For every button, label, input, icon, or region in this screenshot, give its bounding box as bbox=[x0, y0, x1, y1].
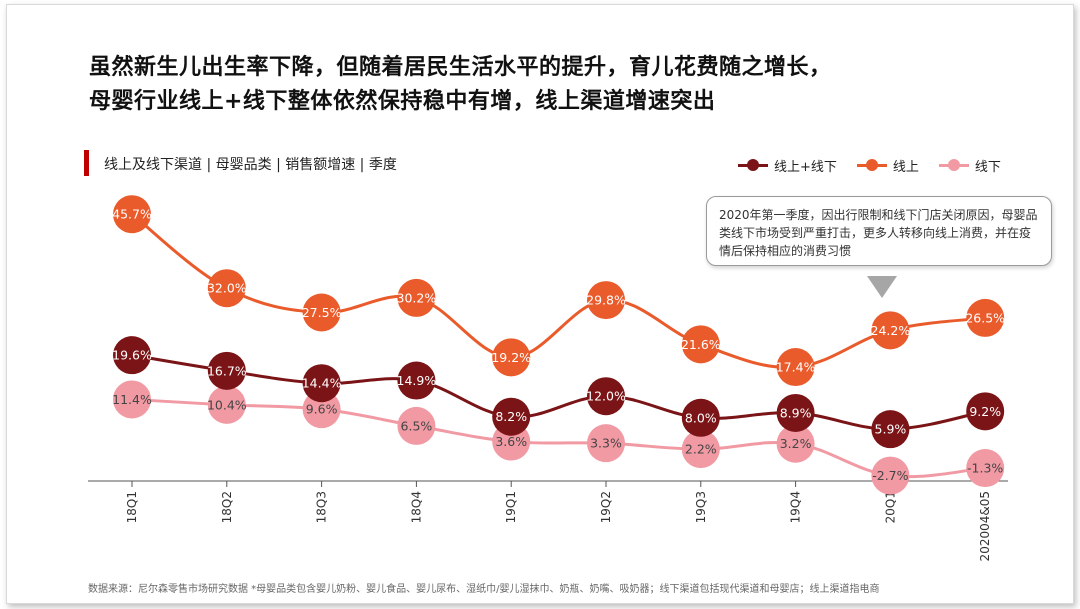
data-point-online bbox=[207, 269, 246, 308]
chart-legend: 线上+线下 线上 线下 bbox=[738, 156, 1001, 175]
data-label-total: 14.4% bbox=[302, 376, 342, 391]
data-point-total bbox=[871, 410, 910, 449]
data-label-total: 14.9% bbox=[397, 373, 437, 388]
data-point-online bbox=[966, 298, 1005, 337]
x-tick-label: 19Q1 bbox=[504, 491, 518, 523]
x-tick-label: 20Q1 bbox=[883, 491, 897, 523]
series-line-offline bbox=[131, 397, 986, 479]
data-label-online: 26.5% bbox=[965, 310, 1005, 325]
x-tick-label: 19Q2 bbox=[599, 491, 613, 523]
headline-line-2: 母婴行业线上+线下整体依然保持稳中有增，线上渠道增速突出 bbox=[89, 89, 716, 114]
section-accent-bar bbox=[84, 150, 89, 176]
data-point-total bbox=[776, 393, 815, 432]
data-label-total: 5.9% bbox=[875, 422, 907, 437]
legend-item-online: 线上 bbox=[856, 156, 919, 175]
data-label-online: 19.2% bbox=[491, 350, 531, 365]
data-label-offline: -2.7% bbox=[872, 468, 908, 483]
data-point-offline bbox=[587, 424, 625, 463]
data-label-total: 8.9% bbox=[780, 405, 812, 420]
legend-label-online: 线上 bbox=[892, 159, 919, 175]
data-label-offline: 11.4% bbox=[112, 392, 152, 407]
data-point-total bbox=[113, 336, 151, 375]
data-label-offline: 10.4% bbox=[207, 397, 247, 412]
data-point-offline bbox=[113, 380, 151, 419]
data-label-online: 30.2% bbox=[397, 290, 437, 305]
data-label-online: 27.5% bbox=[302, 305, 342, 320]
data-label-offline: -1.3% bbox=[967, 461, 1003, 476]
legend-swatch-online bbox=[856, 159, 887, 171]
data-point-online bbox=[871, 311, 910, 350]
data-label-online: 29.8% bbox=[586, 293, 626, 308]
x-tick-label: 19Q4 bbox=[789, 491, 803, 523]
x-tick-label: 18Q4 bbox=[409, 491, 423, 523]
data-point-total bbox=[207, 351, 246, 390]
data-point-offline bbox=[207, 385, 246, 424]
data-label-offline: 3.2% bbox=[780, 436, 812, 451]
data-point-online bbox=[776, 348, 815, 387]
data-point-total bbox=[966, 392, 1005, 431]
data-label-online: 21.6% bbox=[681, 337, 721, 352]
slide: 虽然新生儿出生率下降，但随着居民生活水平的提升，育儿花费随之增长， 母婴行业线上… bbox=[6, 4, 1074, 604]
footnote: 数据来源：尼尔森零售市场研究数据 *母婴品类包含婴儿奶粉、婴儿食品、婴儿尿布、湿… bbox=[88, 584, 880, 595]
data-label-total: 19.6% bbox=[112, 348, 152, 363]
legend-swatch-offline bbox=[938, 159, 969, 171]
data-label-offline: 3.6% bbox=[495, 434, 527, 449]
section-label: 线上及线下渠道 | 母婴品类 | 销售额增速 | 季度 bbox=[104, 157, 397, 173]
data-label-total: 9.2% bbox=[969, 404, 1001, 419]
data-label-total: 8.2% bbox=[495, 409, 527, 424]
annotation-callout: 2020年第一季度，因出行限制和线下门店关闭原因，母婴品类线下市场受到严重打击，… bbox=[706, 196, 1052, 266]
headline: 虽然新生儿出生率下降，但随着居民生活水平的提升，育儿花费随之增长， 母婴行业线上… bbox=[89, 51, 1069, 119]
data-label-total: 12.0% bbox=[586, 389, 626, 404]
data-label-offline: 2.2% bbox=[685, 442, 717, 457]
legend-item-offline: 线下 bbox=[938, 156, 1001, 175]
legend-dot-total bbox=[747, 159, 759, 171]
data-point-online bbox=[681, 325, 720, 364]
data-label-total: 16.7% bbox=[207, 363, 247, 378]
data-point-offline bbox=[871, 456, 910, 495]
legend-label-total: 线上+线下 bbox=[774, 159, 837, 175]
x-tick-label: 18Q3 bbox=[315, 491, 329, 523]
data-label-offline: 9.6% bbox=[306, 402, 338, 417]
data-point-total bbox=[587, 377, 625, 416]
x-tick-label: 19Q3 bbox=[694, 491, 708, 523]
data-point-total bbox=[302, 364, 341, 403]
legend-dot-online bbox=[865, 159, 878, 171]
data-label-online: 17.4% bbox=[776, 360, 816, 375]
legend-dot-offline bbox=[947, 159, 960, 171]
data-label-online: 32.0% bbox=[207, 281, 247, 296]
series-line-total bbox=[131, 353, 986, 431]
data-point-online bbox=[587, 281, 625, 320]
x-tick-label: 202004&05 bbox=[978, 491, 992, 561]
data-label-online: 45.7% bbox=[112, 207, 152, 222]
data-point-offline bbox=[966, 449, 1005, 488]
data-point-online bbox=[492, 338, 531, 377]
data-point-offline bbox=[681, 430, 720, 469]
data-point-offline bbox=[397, 406, 436, 445]
legend-swatch-total bbox=[738, 159, 768, 171]
headline-line-1: 虽然新生儿出生率下降，但随着居民生活水平的提升，育儿花费随之增长， bbox=[89, 55, 832, 80]
data-label-total: 8.0% bbox=[685, 410, 717, 425]
data-point-offline bbox=[776, 424, 815, 463]
x-tick-label: 18Q2 bbox=[220, 491, 234, 523]
data-point-online bbox=[113, 195, 151, 234]
data-label-offline: 3.3% bbox=[590, 436, 622, 451]
data-point-total bbox=[681, 398, 720, 437]
legend-label-offline: 线下 bbox=[974, 159, 1001, 175]
data-point-total bbox=[397, 361, 436, 400]
series-line-online bbox=[131, 213, 986, 369]
x-tick-label: 18Q1 bbox=[125, 491, 139, 523]
data-label-offline: 6.5% bbox=[401, 418, 433, 433]
callout-arrow-icon bbox=[867, 276, 897, 298]
data-point-online bbox=[397, 278, 436, 317]
legend-item-total: 线上+线下 bbox=[738, 156, 837, 175]
data-label-online: 24.2% bbox=[871, 323, 911, 338]
data-point-online bbox=[302, 293, 341, 332]
data-point-total bbox=[492, 397, 531, 436]
